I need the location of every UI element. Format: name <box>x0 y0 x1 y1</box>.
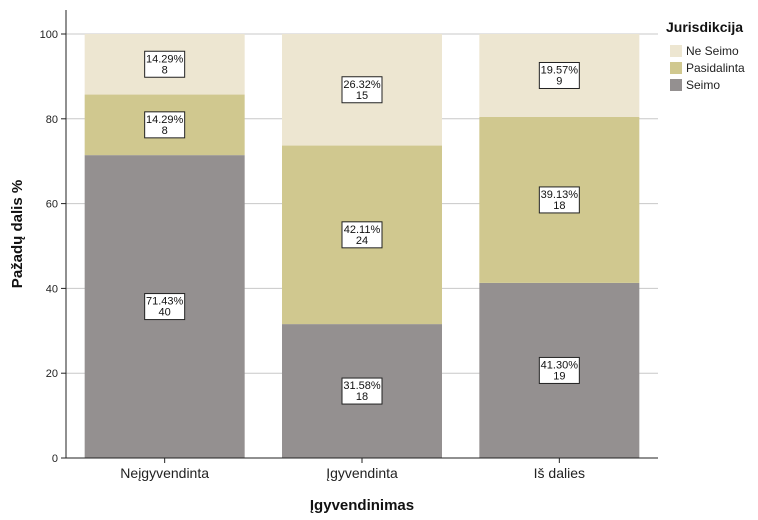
y-tick-label: 40 <box>46 283 58 295</box>
y-tick-label: 80 <box>46 114 58 126</box>
y-tick-label: 60 <box>46 199 58 211</box>
data-label-count: 9 <box>556 75 562 87</box>
data-label-box <box>341 221 383 249</box>
data-label-percent: 42.11% <box>344 224 381 236</box>
legend-swatch <box>670 62 682 74</box>
legend-label: Seimo <box>686 78 720 92</box>
data-label-count: 15 <box>356 90 368 102</box>
data-label-percent: 31.58% <box>343 380 381 392</box>
data-label-box <box>538 356 580 384</box>
data-label-count: 24 <box>356 235 368 247</box>
x-tick-label: Neįgyvendinta <box>120 465 209 481</box>
y-tick-label: 100 <box>40 29 58 41</box>
data-label-percent: 19.57% <box>541 64 579 76</box>
x-tick-label: Iš dalies <box>534 465 585 481</box>
data-label-count: 18 <box>553 200 565 212</box>
data-label-box <box>144 293 186 321</box>
data-label-percent: 71.43% <box>146 296 184 308</box>
y-axis-title: Pažadų dalis % <box>9 180 26 288</box>
legend-label: Ne Seimo <box>686 44 739 58</box>
data-label-box <box>144 50 186 78</box>
y-tick-label: 20 <box>46 368 58 380</box>
x-tick-label: Įgyvendinta <box>326 465 398 481</box>
legend-title: Jurisdikcija <box>666 19 743 35</box>
data-label-box <box>341 377 383 405</box>
data-label-percent: 14.29% <box>146 114 184 126</box>
data-label-box <box>144 111 186 139</box>
data-label-percent: 41.30% <box>541 359 579 371</box>
data-label-box <box>538 61 580 89</box>
legend-swatch <box>670 79 682 91</box>
data-label-box <box>538 186 580 214</box>
data-label-percent: 39.13% <box>541 189 579 201</box>
y-tick-label: 0 <box>52 453 58 465</box>
data-label-percent: 26.32% <box>343 79 381 91</box>
data-label-box <box>341 76 383 104</box>
legend-swatch <box>670 45 682 57</box>
data-label-count: 8 <box>162 64 168 76</box>
legend-label: Pasidalinta <box>686 61 745 75</box>
data-label-count: 40 <box>159 307 171 319</box>
x-axis-title: Įgyvendinimas <box>310 497 414 514</box>
data-label-count: 8 <box>162 125 168 137</box>
data-label-count: 19 <box>553 370 565 382</box>
data-label-percent: 14.29% <box>146 53 184 65</box>
data-label-count: 18 <box>356 391 368 403</box>
